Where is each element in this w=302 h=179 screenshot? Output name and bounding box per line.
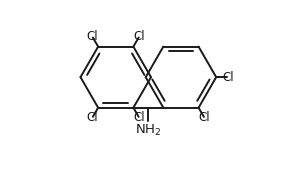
Text: Cl: Cl — [86, 30, 98, 43]
Text: Cl: Cl — [222, 71, 234, 84]
Text: Cl: Cl — [133, 30, 145, 43]
Text: Cl: Cl — [199, 111, 210, 124]
Text: Cl: Cl — [86, 111, 98, 124]
Text: NH$_2$: NH$_2$ — [135, 123, 162, 138]
Text: Cl: Cl — [133, 111, 145, 124]
